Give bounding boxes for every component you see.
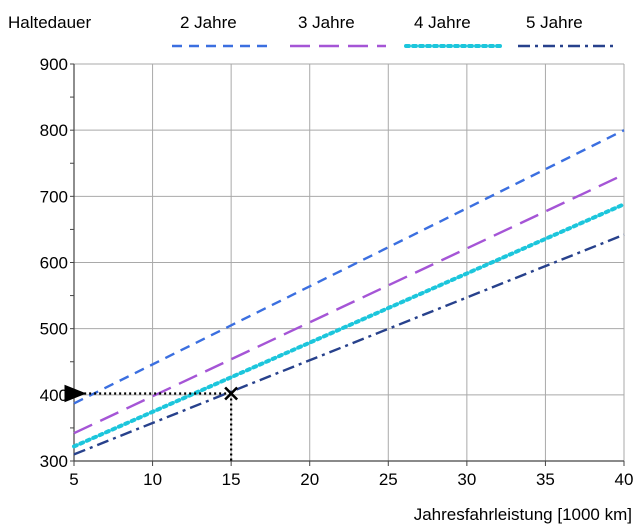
y-tick-label: 900 <box>40 55 68 74</box>
series-lines <box>72 129 626 456</box>
grid <box>73 63 625 462</box>
legend-label: 4 Jahre <box>414 13 471 32</box>
y-tick-label: 800 <box>40 121 68 140</box>
x-tick-label: 15 <box>222 470 241 489</box>
legend: Haltedauer 2 Jahre 3 Jahre 4 Jahre 5 Jahre <box>8 13 614 48</box>
annotation-x-marker <box>224 386 239 401</box>
x-tick-label: 5 <box>69 470 78 489</box>
series-line-4-jahre <box>72 202 626 449</box>
x-tick-label: 10 <box>143 470 162 489</box>
x-axis-title: Jahresfahrleistung [1000 km] <box>414 505 632 524</box>
x-tick-label: 30 <box>457 470 476 489</box>
x-tick-label: 35 <box>536 470 555 489</box>
series-line-5-jahre <box>73 233 625 456</box>
x-tick-label: 25 <box>379 470 398 489</box>
y-tick-label: 500 <box>40 320 68 339</box>
axes: 300 400 500 600 700 800 900 5 10 15 20 25 30 35 40 <box>40 55 634 489</box>
series-line-2-jahre <box>73 129 625 405</box>
y-tick-label: 700 <box>40 187 68 206</box>
y-tick-label: 600 <box>40 254 68 273</box>
legend-label: 3 Jahre <box>298 13 355 32</box>
annotation <box>64 384 239 461</box>
legend-label: 2 Jahre <box>180 13 237 32</box>
x-tick-label: 40 <box>615 470 634 489</box>
y-tick-label: 400 <box>40 386 68 405</box>
legend-title: Haltedauer <box>8 13 92 32</box>
legend-label: 5 Jahre <box>526 13 583 32</box>
y-tick-label: 300 <box>40 452 68 471</box>
x-tick-label: 20 <box>300 470 319 489</box>
series-line-3-jahre <box>73 173 625 435</box>
